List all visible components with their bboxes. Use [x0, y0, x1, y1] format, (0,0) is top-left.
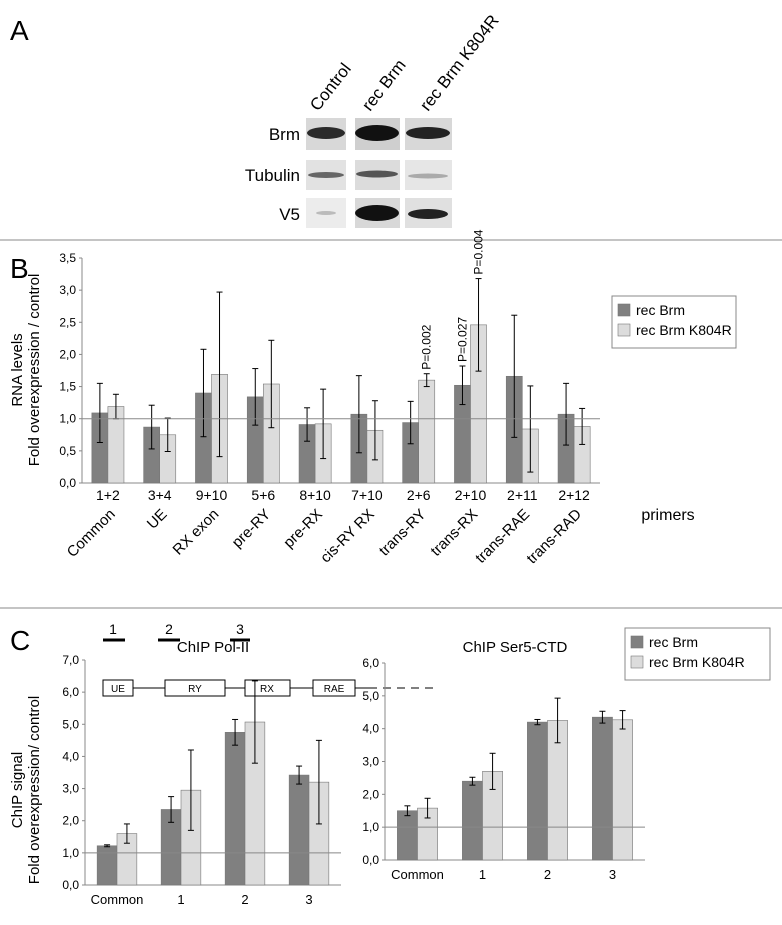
y-tick-label: 2,0: [62, 814, 79, 828]
x-tick-label: Common: [91, 892, 144, 907]
y-tick-label: 4,0: [362, 722, 379, 736]
x-tick-label: 3: [305, 892, 312, 907]
x-tick-label: UE: [144, 506, 171, 533]
panel-label: C: [10, 625, 30, 656]
legend-box: [624, 627, 771, 681]
y-tick-label: 2,0: [362, 787, 379, 801]
primer-label: 1: [109, 621, 117, 637]
legend-label: rec Brm: [649, 634, 698, 650]
row-label: Tubulin: [245, 166, 300, 185]
legend-label: rec Brm: [636, 302, 685, 318]
annotation: P=0.002: [420, 324, 434, 369]
gene-diagram: [102, 638, 435, 697]
primer-label: 5+6: [251, 487, 275, 503]
row-label: Brm: [269, 125, 300, 144]
x-tick-label: trans-RAE: [472, 506, 533, 567]
x-tick-label: 1: [479, 867, 486, 882]
legend-swatch: [617, 303, 631, 317]
region-label: RY: [188, 684, 202, 695]
x-tick-label: 3: [609, 867, 616, 882]
y-tick-label: 1,5: [59, 380, 76, 394]
lane-label: rec Brm K804R: [416, 11, 503, 114]
y-tick-label: 0,0: [59, 476, 76, 490]
bar: [527, 721, 548, 861]
bar: [462, 780, 483, 861]
bar: [592, 716, 613, 861]
bar: [612, 719, 633, 861]
panel-label: A: [10, 15, 29, 46]
legend-swatch: [617, 323, 631, 337]
y-tick-label: 2,5: [59, 315, 76, 329]
annotation: P=0.004: [472, 229, 486, 274]
bar: [418, 379, 436, 484]
y-axis-label: Fold overexpression/ control: [26, 696, 43, 884]
primer-label: 2+11: [507, 487, 538, 503]
x-tick-label: Common: [391, 867, 444, 882]
bar: [224, 732, 246, 886]
primer-label: 3+4: [148, 487, 172, 503]
legend-swatch: [630, 635, 644, 649]
x-tick-label: Common: [64, 506, 119, 561]
lane-label: Control: [306, 60, 355, 115]
legend-box: [611, 295, 737, 349]
x-tick-label: cis-RY RX: [317, 506, 378, 567]
x-tick-label: trans-RY: [376, 506, 430, 560]
primer-label: 1+2: [96, 487, 120, 503]
y-tick-label: 3,0: [62, 782, 79, 796]
primer-label: 2: [165, 621, 173, 637]
legend-label: rec Brm K804R: [636, 322, 732, 338]
y-tick-label: 0,5: [59, 444, 76, 458]
x-tick-label: RX exon: [170, 506, 223, 559]
legend-label: rec Brm K804R: [649, 654, 745, 670]
y-tick-label: 0,0: [62, 878, 79, 892]
y-tick-label: 7,0: [62, 653, 79, 667]
x-tick-label: trans-RX: [427, 506, 481, 560]
y-tick-label: 1,0: [59, 412, 76, 426]
primers-label: primers: [641, 507, 694, 524]
region-label: RX: [260, 684, 274, 695]
blot: [306, 118, 452, 228]
primer-label: 2+10: [455, 487, 487, 503]
y-tick-label: 1,0: [362, 820, 379, 834]
y-tick-label: 0,0: [362, 853, 379, 867]
y-tick-label: 5,0: [362, 689, 379, 703]
y-axis-label: Fold overexpression / control: [26, 274, 43, 467]
y-tick-label: 3,0: [362, 755, 379, 769]
bar: [96, 845, 118, 886]
y-tick-label: 3,5: [59, 251, 76, 265]
primer-label: 8+10: [299, 487, 331, 503]
y-tick-label: 5,0: [62, 717, 79, 731]
y-tick-label: 4,0: [62, 749, 79, 763]
y-tick-label: 1,0: [62, 846, 79, 860]
primer-label: 3: [236, 621, 244, 637]
y-tick-label: 6,0: [362, 656, 379, 670]
primer-label: 2+12: [558, 487, 590, 503]
bar: [288, 774, 310, 886]
lane-label: rec Brm: [358, 56, 410, 115]
chart-title: ChIP Ser5-CTD: [463, 639, 568, 656]
y-tick-label: 3,0: [59, 283, 76, 297]
bar: [397, 810, 418, 861]
y-tick-label: 2,0: [59, 347, 76, 361]
panel-label: B: [10, 253, 29, 284]
chart-title: ChIP Pol-II: [177, 639, 249, 656]
x-tick-label: 2: [241, 892, 248, 907]
region-label: UE: [111, 684, 125, 695]
x-tick-label: trans-RAD: [523, 506, 585, 568]
primer-label: 9+10: [196, 487, 228, 503]
region-label: RAE: [324, 684, 345, 695]
x-tick-label: pre-RY: [229, 506, 274, 551]
x-tick-label: 2: [544, 867, 551, 882]
x-tick-label: 1: [177, 892, 184, 907]
x-tick-label: pre-RX: [280, 506, 326, 552]
primer-label: 7+10: [351, 487, 383, 503]
y-axis-label: RNA levels: [9, 333, 26, 406]
legend-swatch: [630, 655, 644, 669]
y-tick-label: 6,0: [62, 685, 79, 699]
primer-label: 2+6: [407, 487, 431, 503]
annotation: P=0.027: [455, 317, 469, 362]
row-label: V5: [279, 205, 300, 224]
y-axis-label: ChIP signal: [9, 752, 26, 828]
